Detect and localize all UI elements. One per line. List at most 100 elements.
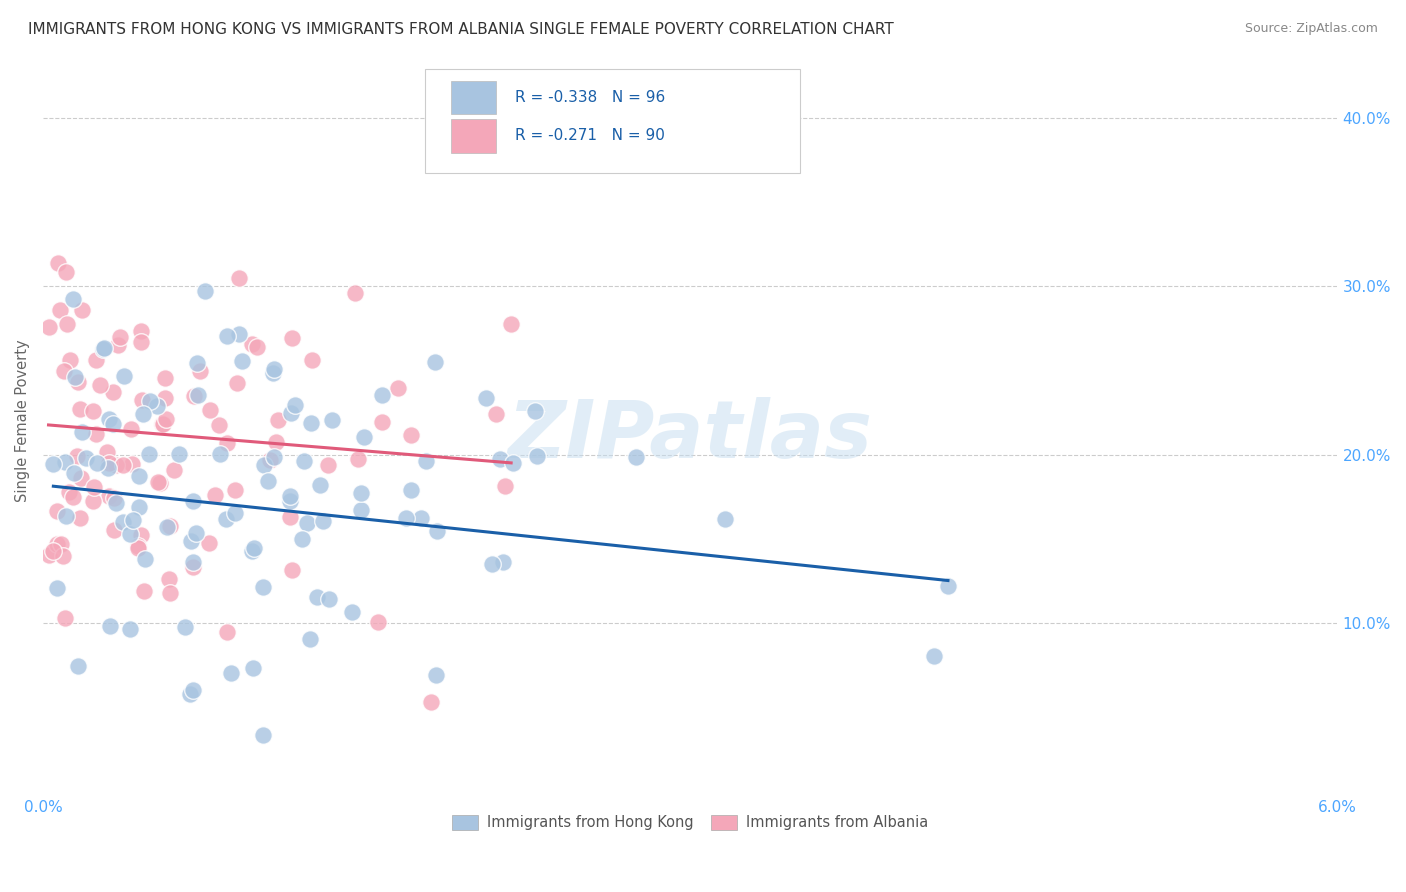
Point (148, 475, 170, 490)
Point (252, 728, 274, 742)
Text: Source: ZipAtlas.com: Source: ZipAtlas.com (1244, 22, 1378, 36)
Point (187, 387, 209, 401)
Point (318, 591, 340, 606)
Point (157, 572, 180, 586)
Point (86, 456, 108, 470)
Point (129, 334, 152, 349)
Point (53, 611, 76, 625)
Point (301, 352, 323, 367)
Point (501, 317, 523, 331)
Point (70, 471, 93, 485)
Point (180, 533, 202, 548)
Point (714, 512, 737, 526)
Point (221, 665, 243, 680)
Text: IMMIGRANTS FROM HONG KONG VS IMMIGRANTS FROM ALBANIA SINGLE FEMALE POVERTY CORRE: IMMIGRANTS FROM HONG KONG VS IMMIGRANTS … (28, 22, 894, 37)
Point (159, 518, 181, 533)
Point (53, 455, 76, 469)
Point (69, 511, 91, 525)
Point (370, 415, 392, 429)
Point (409, 511, 432, 525)
Point (155, 411, 177, 425)
Point (208, 417, 231, 432)
Point (83, 479, 105, 493)
Point (226, 376, 249, 391)
Point (215, 512, 238, 526)
Point (89, 378, 111, 392)
Point (280, 330, 302, 344)
Point (132, 584, 155, 599)
Point (292, 454, 315, 468)
Point (924, 648, 946, 663)
Point (55, 508, 77, 523)
Point (45, 504, 67, 518)
Point (155, 371, 177, 385)
Point (262, 366, 284, 380)
Point (481, 558, 503, 572)
Point (194, 285, 217, 299)
Point (45, 537, 67, 551)
Point (523, 404, 546, 418)
Point (423, 355, 446, 369)
Point (188, 364, 211, 378)
Point (353, 430, 375, 444)
Point (82, 493, 104, 508)
Point (70, 425, 93, 440)
Point (167, 447, 190, 461)
Point (936, 579, 959, 593)
Point (347, 452, 370, 467)
Point (62, 490, 84, 504)
Point (209, 447, 232, 461)
Point (138, 447, 160, 461)
Point (179, 687, 201, 701)
Point (105, 458, 128, 473)
Point (198, 402, 221, 417)
Point (181, 494, 204, 508)
Point (502, 456, 524, 470)
Point (181, 560, 204, 574)
Point (42, 457, 65, 471)
Point (474, 391, 496, 405)
Point (84, 427, 107, 442)
Point (340, 605, 363, 619)
Point (267, 413, 290, 427)
Point (228, 271, 250, 285)
Point (217, 625, 239, 640)
Point (399, 428, 422, 442)
Point (252, 580, 274, 594)
Point (134, 552, 156, 566)
Point (312, 515, 335, 529)
FancyBboxPatch shape (451, 120, 496, 153)
FancyBboxPatch shape (425, 70, 800, 173)
Point (59, 352, 82, 367)
Point (399, 483, 422, 498)
Point (103, 491, 125, 505)
Point (159, 585, 181, 599)
Point (316, 458, 339, 472)
Point (240, 544, 263, 558)
Point (259, 453, 281, 467)
Point (82, 404, 104, 418)
Point (420, 695, 443, 709)
Point (263, 362, 285, 376)
Point (253, 458, 276, 472)
Point (128, 469, 150, 483)
Point (131, 393, 153, 408)
Point (224, 507, 246, 521)
Point (150, 417, 173, 432)
Point (49, 537, 72, 551)
Point (257, 475, 280, 489)
Text: R = -0.338   N = 96: R = -0.338 N = 96 (516, 90, 665, 105)
Point (215, 329, 238, 343)
Point (321, 413, 343, 427)
Point (129, 325, 152, 339)
Point (48, 256, 70, 270)
Point (298, 632, 321, 646)
Point (181, 682, 204, 697)
Point (97, 489, 120, 503)
Point (395, 511, 418, 525)
Point (65, 449, 87, 463)
Point (228, 326, 250, 341)
Point (146, 399, 169, 413)
Point (173, 620, 195, 634)
Point (246, 340, 269, 354)
